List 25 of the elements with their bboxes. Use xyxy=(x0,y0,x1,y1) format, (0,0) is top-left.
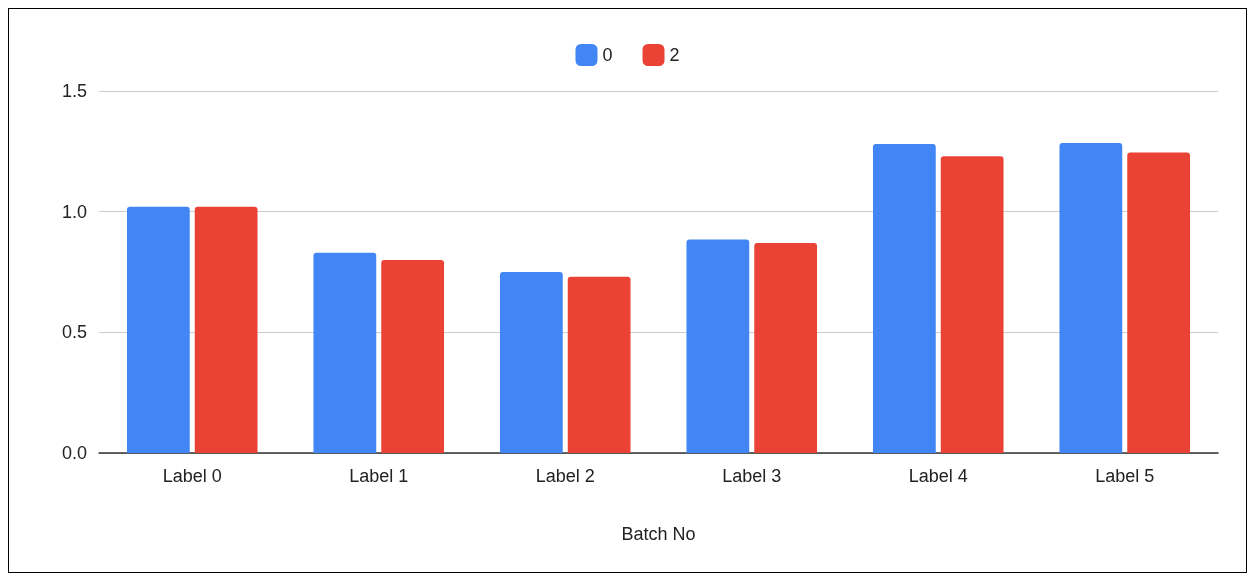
bar xyxy=(194,206,258,453)
bar xyxy=(754,243,818,453)
bar xyxy=(567,276,631,453)
bar xyxy=(1059,142,1123,453)
x-axis-title: Batch No xyxy=(621,524,696,544)
bar xyxy=(686,239,750,453)
bar xyxy=(313,252,377,453)
bar xyxy=(940,156,1004,453)
x-tick-label: Label 2 xyxy=(535,466,595,486)
y-tick-label: 0.5 xyxy=(61,322,87,343)
x-tick-label: Label 5 xyxy=(1095,466,1155,486)
x-tick-label: Label 4 xyxy=(908,466,968,486)
bar xyxy=(126,206,190,453)
bar xyxy=(499,272,563,453)
x-tick-label: Label 1 xyxy=(349,466,409,486)
x-tick-label: Label 0 xyxy=(162,466,222,486)
y-tick-label: 1.0 xyxy=(61,201,87,222)
bar xyxy=(381,259,445,453)
y-tick-label: 1.5 xyxy=(61,81,87,101)
y-tick-label: 0.0 xyxy=(61,443,87,463)
x-tick-label: Label 3 xyxy=(722,466,782,486)
legend-label: 2 xyxy=(669,45,680,65)
legend-label: 0 xyxy=(602,45,613,65)
bar xyxy=(872,144,936,453)
bar xyxy=(1127,152,1191,453)
